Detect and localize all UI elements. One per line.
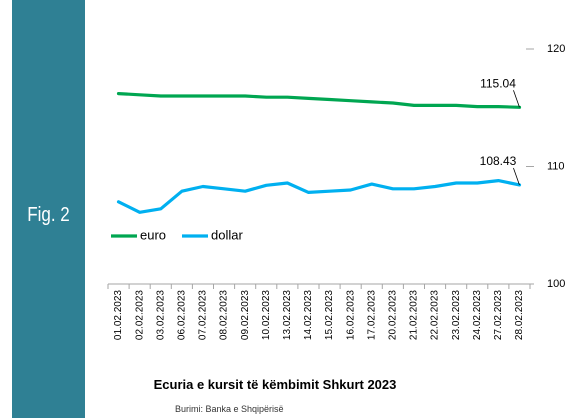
x-tick-label: 24.02.2023 (472, 290, 483, 340)
x-tick-label: 13.02.2023 (282, 290, 293, 340)
x-tick-label: 23.02.2023 (451, 290, 462, 340)
x-tick-label: 14.02.2023 (303, 290, 314, 340)
x-tick-label: 09.02.2023 (240, 290, 251, 340)
x-tick-label: 03.02.2023 (155, 290, 166, 340)
x-tick-label: 28.02.2023 (514, 290, 525, 340)
x-tick-label: 20.02.2023 (387, 290, 398, 340)
data-label-leader (513, 90, 520, 108)
chart-title: Ecuria e kursit të këmbimit Shkurt 2023 (153, 377, 397, 392)
data-label: 115.04 (480, 76, 516, 90)
x-tick-label: 02.02.2023 (134, 290, 145, 340)
y-tick-label: 100 (547, 278, 565, 290)
x-tick-label: 10.02.2023 (261, 290, 272, 340)
y-tick-label: 120 (547, 43, 565, 55)
x-tick-label: 17.02.2023 (366, 290, 377, 340)
legend-label-dollar: dollar (211, 227, 243, 242)
x-tick-label: 21.02.2023 (409, 290, 420, 340)
chart-source: Burimi: Banka e Shqipërisë (175, 404, 284, 414)
data-label-leader (513, 167, 520, 186)
data-label: 108.43 (480, 154, 517, 168)
series-line-euro (116, 91, 522, 109)
legend-label-euro: euro (140, 227, 166, 242)
y-tick-label: 110 (547, 160, 565, 172)
figure-side-panel: Fig. 2 (12, 0, 85, 418)
x-tick-label: 16.02.2023 (345, 290, 356, 340)
x-tick-label: 01.02.2023 (113, 290, 124, 340)
x-tick-label: 27.02.2023 (493, 290, 504, 340)
series-line-dollar (116, 179, 522, 214)
x-tick-label: 22.02.2023 (430, 290, 441, 340)
x-tick-label: 06.02.2023 (176, 290, 187, 340)
figure-label: Fig. 2 (27, 204, 70, 226)
x-tick-label: 07.02.2023 (198, 290, 209, 340)
x-tick-label: 08.02.2023 (219, 290, 230, 340)
x-tick-label: 15.02.2023 (324, 290, 335, 340)
